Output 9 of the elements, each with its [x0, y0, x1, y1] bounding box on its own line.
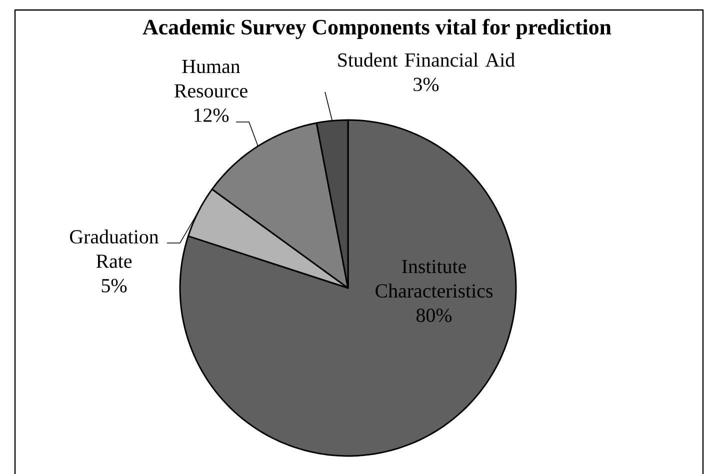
chart-title: Academic Survey Components vital for prediction — [142, 18, 612, 40]
data-label: 5% — [102, 278, 127, 292]
data-label: 80% — [416, 308, 452, 322]
slice-label: Student Financial Aid — [338, 52, 515, 67]
slice-label: Graduation Rate — [70, 230, 159, 268]
slice-label: Human Resource — [174, 60, 248, 98]
slice-label: Institute Characteristics — [376, 260, 493, 298]
data-label: 3% — [414, 78, 439, 92]
data-label: 12% — [194, 108, 229, 122]
